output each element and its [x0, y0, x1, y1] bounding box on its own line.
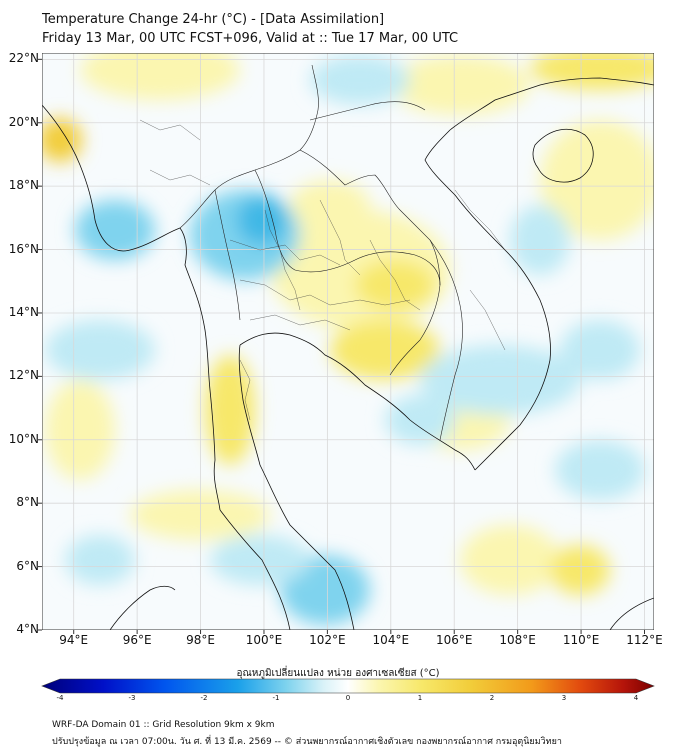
- credit-line: ปรับปรุงข้อมูล ณ เวลา 07:00น. วัน ศ. ที่…: [52, 737, 562, 747]
- coastlines: [42, 77, 654, 630]
- lon-label: 108°E: [499, 633, 536, 647]
- lat-label: 4°N: [16, 622, 39, 636]
- colorbar-title: อุณหภูมิเปลี่ยนแปลง หน่วย องศาเซลเซียส (…: [236, 668, 440, 679]
- lat-label: 22°N: [8, 51, 39, 66]
- national-borders: [179, 64, 463, 441]
- lat-label: 18°N: [8, 178, 39, 193]
- lon-label: 110°E: [562, 633, 600, 647]
- lon-label: 96°E: [122, 633, 152, 647]
- lat-label: 10°N: [8, 431, 39, 446]
- lat-label: 8°N: [16, 495, 39, 510]
- lon-label: 98°E: [186, 633, 215, 647]
- lat-label: 12°N: [8, 368, 39, 383]
- lon-label: 100°E: [245, 633, 283, 647]
- colorbar-tick-label: 3: [561, 694, 567, 702]
- colorbar: [41, 678, 655, 694]
- gridlines: [42, 53, 654, 630]
- lat-label: 20°N: [8, 114, 39, 129]
- colorbar-ticks: -4 -3 -2 -1 0 1 2 3 4: [0, 694, 676, 706]
- lon-label: 112°E: [626, 633, 663, 647]
- lon-label: 106°E: [435, 633, 473, 647]
- lat-label: 6°N: [16, 558, 39, 573]
- temperature-change-map: [38, 53, 654, 634]
- colorbar-tick-label: -2: [200, 694, 208, 702]
- lat-label: 14°N: [8, 304, 39, 319]
- lon-label: 104°E: [372, 633, 410, 647]
- colorbar-tick-label: 4: [633, 694, 639, 702]
- colorbar-tick-label: -4: [56, 694, 64, 702]
- temperature-field: [42, 53, 654, 625]
- colorbar-tick-label: -3: [128, 694, 136, 702]
- colorbar-tick-label: 2: [489, 694, 495, 702]
- map-subtitle: Friday 13 Mar, 00 UTC FCST+096, Valid at…: [42, 31, 459, 46]
- colorbar-tick-label: 0: [345, 694, 351, 702]
- lon-label: 102°E: [309, 633, 346, 647]
- lat-label: 16°N: [8, 241, 39, 256]
- lon-label: 94°E: [59, 633, 89, 647]
- colorbar-tick-label: 1: [417, 694, 423, 702]
- colorbar-tick-label: -1: [272, 694, 280, 702]
- axis-ticks: [38, 58, 645, 634]
- map-title: Temperature Change 24-hr (°C) - [Data As…: [42, 12, 385, 27]
- model-info: WRF-DA Domain 01 :: Grid Resolution 9km …: [52, 720, 275, 730]
- province-borders: [139, 119, 506, 421]
